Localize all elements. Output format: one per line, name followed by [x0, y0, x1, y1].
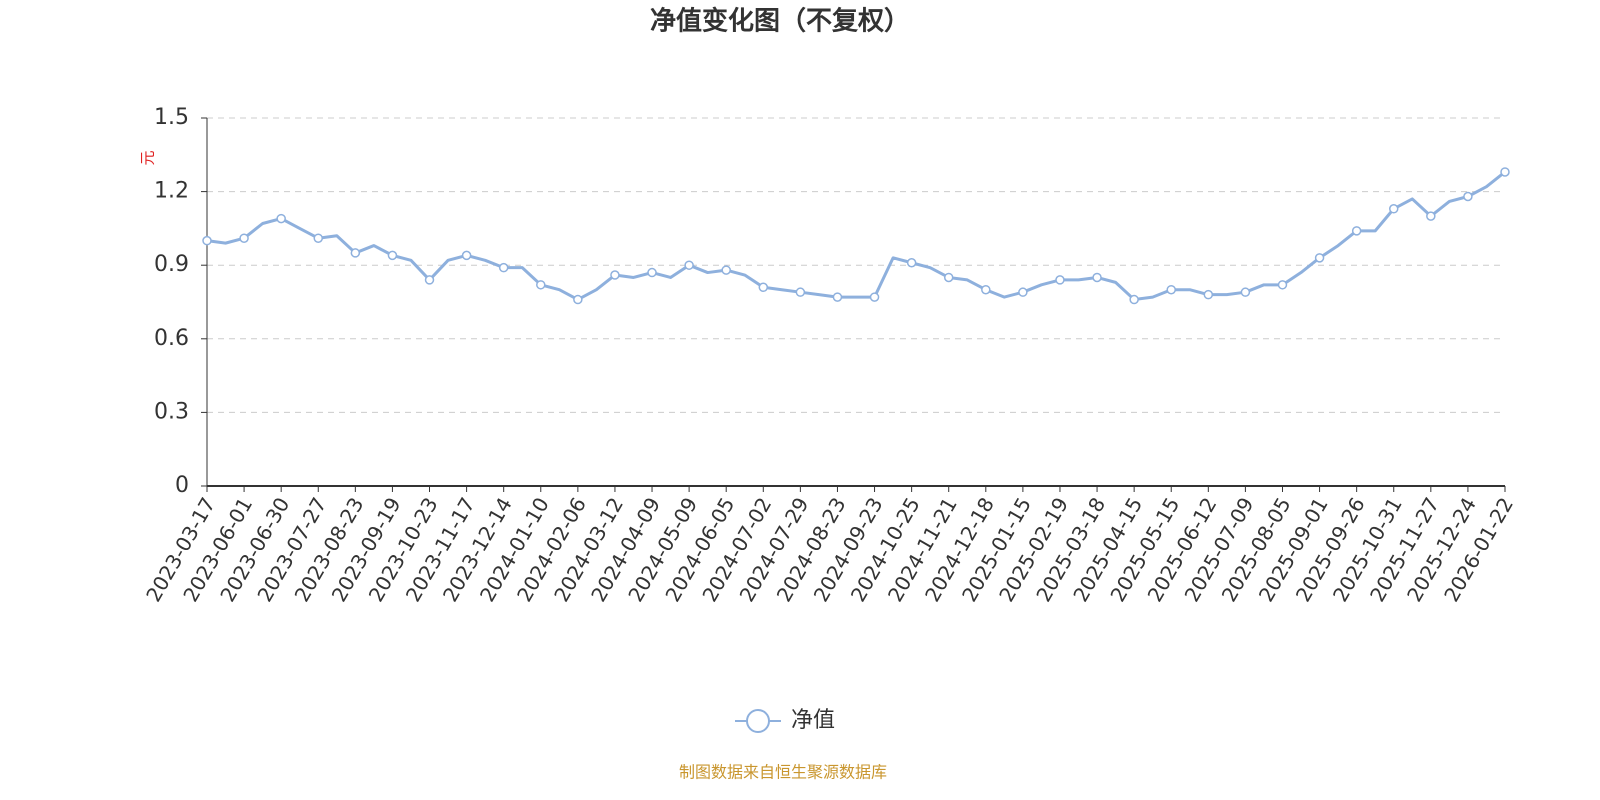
source-note: 制图数据来自恒生聚源数据库: [679, 763, 887, 782]
point: [536, 280, 546, 290]
point: [795, 287, 806, 297]
y-tick-label: 0.3: [154, 399, 189, 424]
point: [758, 282, 769, 293]
y-tick-label: 0: [175, 473, 189, 498]
point: [1166, 284, 1176, 295]
point: [387, 250, 398, 261]
point: [350, 248, 361, 258]
point: [239, 233, 249, 243]
point: [573, 294, 583, 305]
y-axis-label: 元: [139, 150, 157, 165]
point: [461, 250, 472, 261]
point: [276, 213, 286, 224]
point: [202, 235, 212, 246]
point: [1463, 191, 1473, 202]
point: [610, 270, 620, 280]
point: [721, 265, 731, 275]
point: [498, 262, 509, 273]
point: [869, 292, 880, 302]
point: [1055, 275, 1065, 285]
chart-title: 净值变化图（不复权）: [650, 6, 910, 37]
point: [981, 284, 991, 295]
point: [1092, 272, 1102, 283]
point: [1129, 294, 1139, 305]
point: [1240, 287, 1251, 297]
legend-marker: [746, 709, 770, 733]
y-tick-label: 1.5: [154, 105, 189, 130]
point: [1203, 289, 1214, 300]
point: [1500, 167, 1510, 177]
point: [906, 257, 917, 268]
point: [1314, 253, 1325, 263]
point: [1426, 211, 1436, 221]
series-line: [206, 170, 1506, 302]
point: [943, 272, 954, 283]
point: [684, 260, 694, 270]
point: [424, 275, 435, 285]
y-tick-label: 0.6: [154, 326, 189, 351]
point: [832, 292, 843, 302]
point: [1277, 280, 1288, 290]
legend-label: 净值: [791, 708, 835, 733]
y-tick-label: 1.2: [154, 179, 189, 204]
y-tick-label: 0.9: [154, 252, 189, 277]
point: [1018, 287, 1028, 297]
point: [1351, 226, 1362, 236]
point: [1388, 204, 1399, 214]
point: [647, 267, 657, 278]
point: [313, 233, 324, 243]
